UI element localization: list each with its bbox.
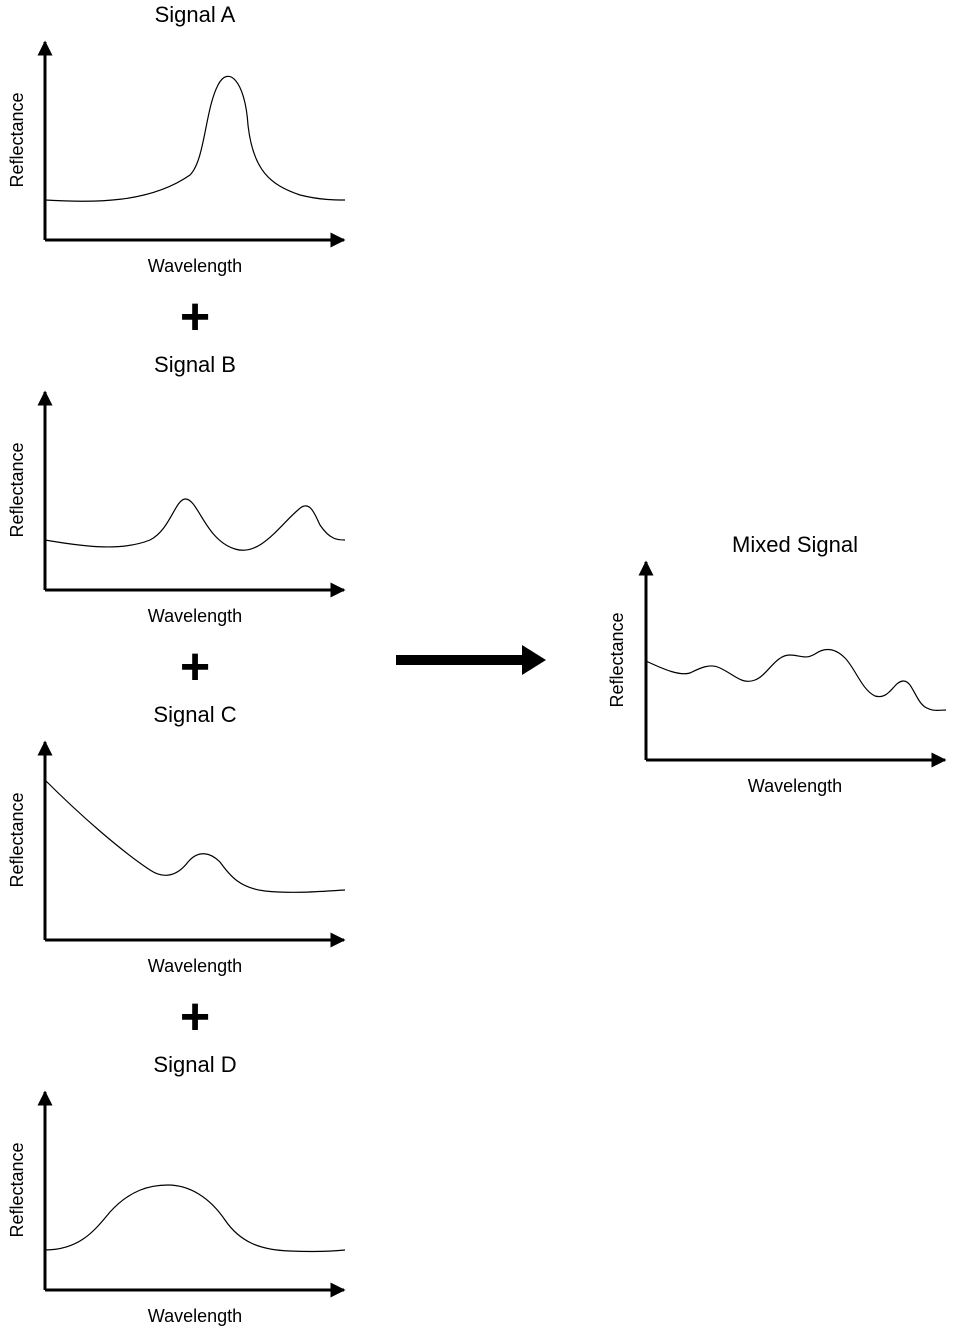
signal-c-curve	[44, 779, 346, 893]
plus-operator-1: +	[180, 288, 210, 346]
signal-b-curve	[44, 498, 346, 551]
signal-c-title: Signal C	[153, 702, 236, 727]
mixed-signal-title: Mixed Signal	[732, 532, 858, 557]
mixed-signal-x-label: Wavelength	[748, 776, 842, 796]
signal-c-x-label: Wavelength	[148, 956, 242, 976]
signal-a-x-label: Wavelength	[148, 256, 242, 276]
signal-a-curve	[44, 75, 346, 202]
signal-a-panel: Signal A Wavelength Reflectance	[7, 2, 346, 276]
signal-c-y-label: Reflectance	[7, 792, 27, 887]
signal-a-title: Signal A	[155, 2, 236, 27]
signal-b-y-label: Reflectance	[7, 442, 27, 537]
signal-c-panel: Signal C Wavelength Reflectance	[7, 702, 346, 976]
mixed-signal-curve	[645, 648, 947, 711]
plus-operator-2: +	[180, 638, 210, 696]
signal-b-x-label: Wavelength	[148, 606, 242, 626]
signal-d-y-label: Reflectance	[7, 1142, 27, 1237]
signal-a-y-label: Reflectance	[7, 92, 27, 187]
mixed-signal-panel: Mixed Signal Wavelength Reflectance	[607, 532, 947, 796]
plus-operator-3: +	[180, 988, 210, 1046]
signal-d-curve	[44, 1184, 346, 1253]
signal-d-title: Signal D	[153, 1052, 236, 1077]
mixed-signal-y-label: Reflectance	[607, 612, 627, 707]
signal-d-panel: Signal D Wavelength Reflectance	[7, 1052, 346, 1326]
signal-b-panel: Signal B Wavelength Reflectance	[7, 352, 346, 626]
mixing-arrow-icon	[396, 645, 546, 675]
signal-b-title: Signal B	[154, 352, 236, 377]
signal-d-x-label: Wavelength	[148, 1306, 242, 1326]
